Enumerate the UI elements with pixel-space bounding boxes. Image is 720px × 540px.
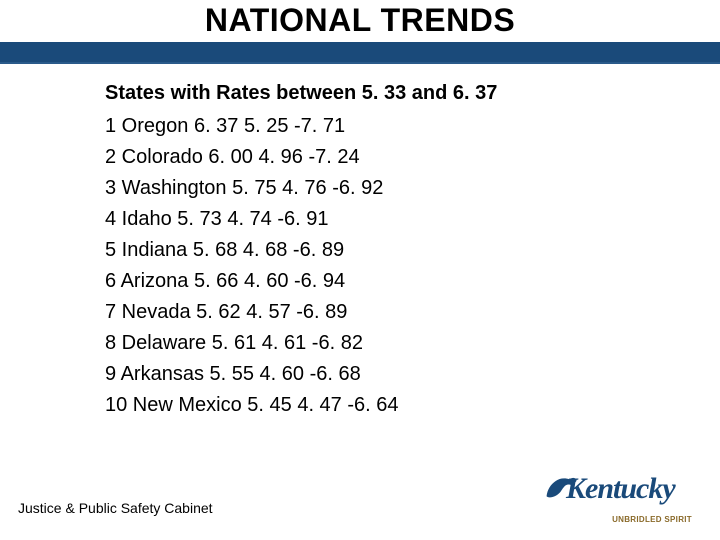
list-item: 4 Idaho 5. 73 4. 74 -6. 91 [105,204,680,235]
list-item: 9 Arkansas 5. 55 4. 60 -6. 68 [105,359,680,390]
kentucky-logo: Kentucky UNBRIDLED SPIRIT [544,466,694,526]
footer-text: Justice & Public Safety Cabinet [18,500,213,516]
list-item: 6 Arizona 5. 66 4. 60 -6. 94 [105,266,680,297]
list-item: 10 New Mexico 5. 45 4. 47 -6. 64 [105,390,680,421]
title-band: NATIONAL TRENDS [0,0,720,60]
list-item: 7 Nevada 5. 62 4. 57 -6. 89 [105,297,680,328]
content-area: States with Rates between 5. 33 and 6. 3… [105,82,680,421]
page-title: NATIONAL TRENDS [0,2,720,39]
list-item: 8 Delaware 5. 61 4. 61 -6. 82 [105,328,680,359]
list-item: 3 Washington 5. 75 4. 76 -6. 92 [105,173,680,204]
list-item: 5 Indiana 5. 68 4. 68 -6. 89 [105,235,680,266]
state-list: 1 Oregon 6. 37 5. 25 -7. 712 Colorado 6.… [105,111,680,421]
title-underline-bar [0,42,720,62]
subheading: States with Rates between 5. 33 and 6. 3… [105,82,680,105]
logo-wordmark: Kentucky [566,472,675,506]
logo-tagline: UNBRIDLED SPIRIT [612,515,692,524]
list-item: 1 Oregon 6. 37 5. 25 -7. 71 [105,111,680,142]
list-item: 2 Colorado 6. 00 4. 96 -7. 24 [105,142,680,173]
slide: NATIONAL TRENDS States with Rates betwee… [0,0,720,540]
